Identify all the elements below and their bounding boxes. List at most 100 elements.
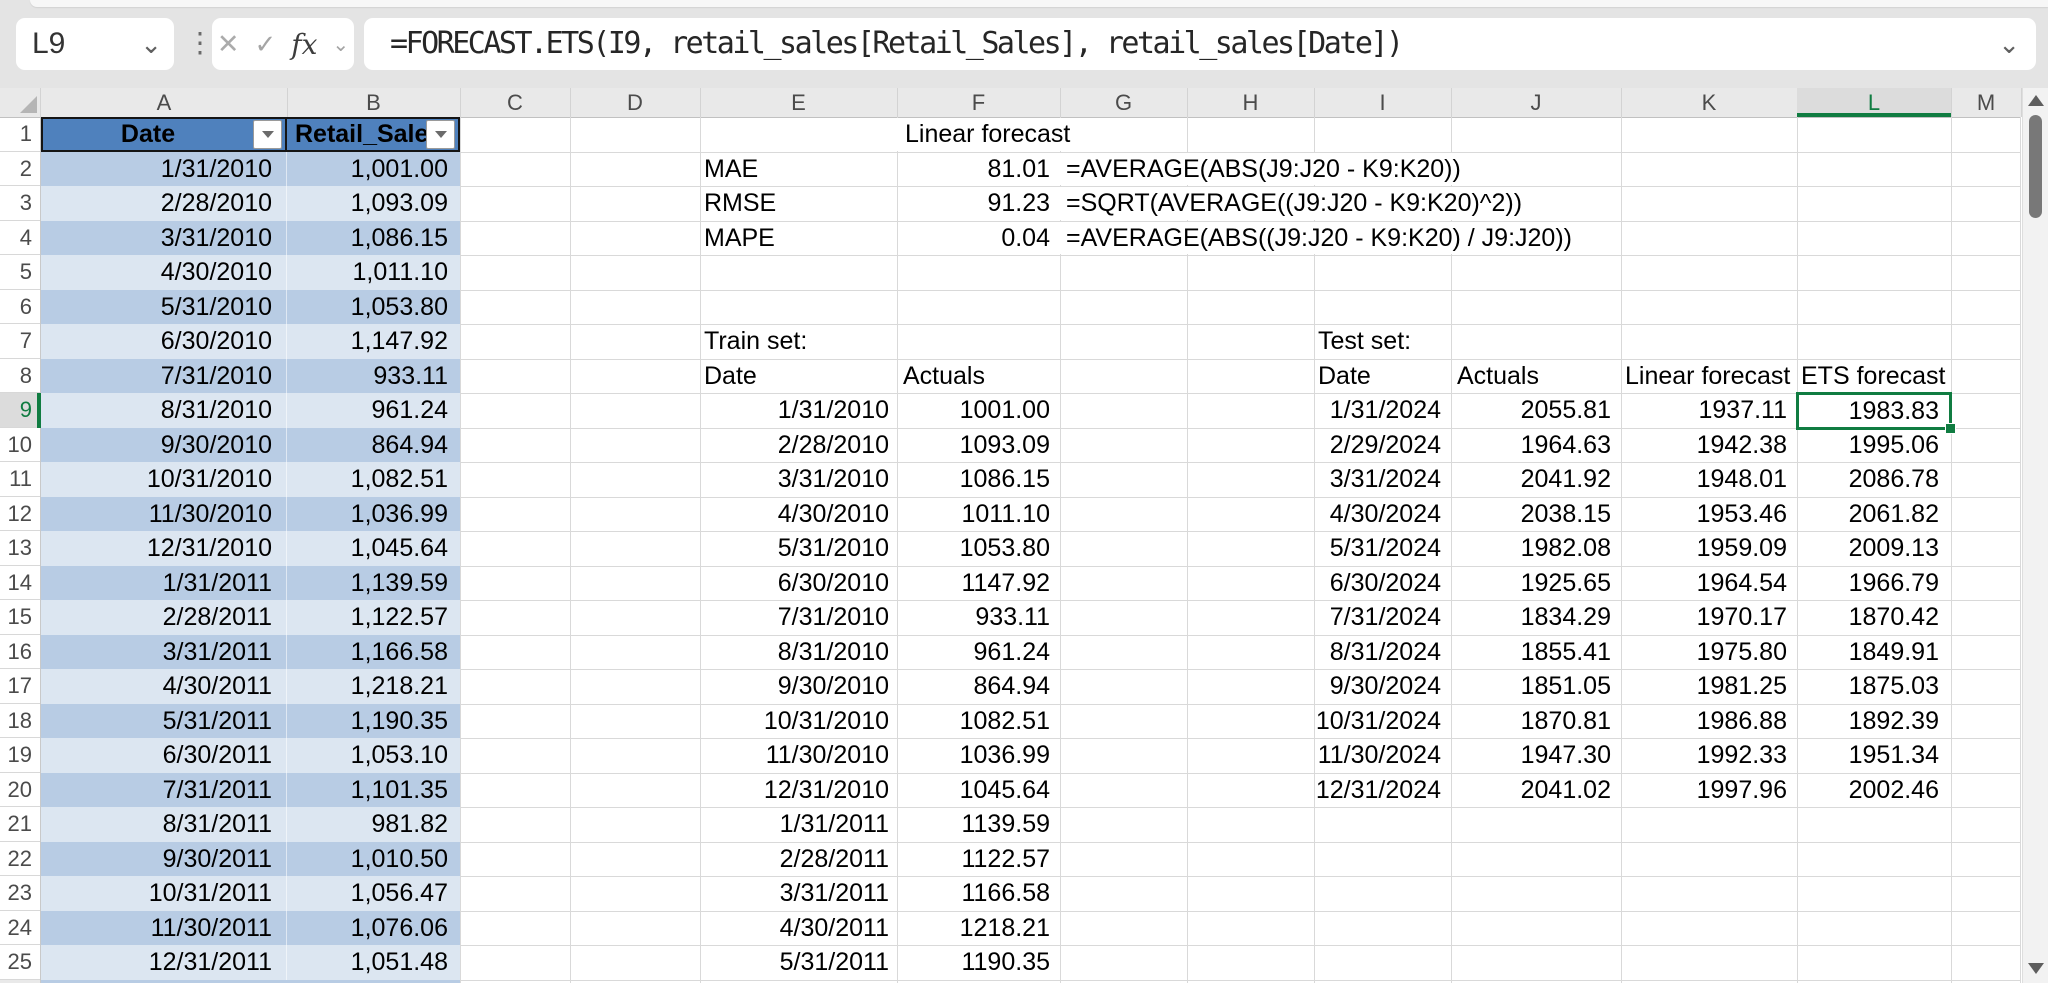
row-header-9[interactable]: 9 (0, 393, 40, 428)
column-header-B[interactable]: B (287, 88, 461, 117)
column-header-D[interactable]: D (570, 88, 701, 117)
name-box-chevron-icon[interactable]: ⌄ (140, 29, 162, 59)
cell-I17[interactable]: 9/30/2024 (1329, 672, 1441, 701)
enter-icon[interactable]: ✓ (254, 28, 277, 59)
cell-K18[interactable]: 1986.88 (1696, 706, 1787, 735)
cell-J18[interactable]: 1870.81 (1520, 706, 1611, 735)
row-header-22[interactable]: 22 (0, 842, 40, 877)
cell-G2-metric-formula[interactable]: =AVERAGE(ABS(J9:J20 - K9:K20)) (1060, 152, 1461, 186)
cell-A5[interactable]: 4/30/2010 (41, 255, 287, 290)
cell-A15[interactable]: 2/28/2011 (41, 600, 287, 635)
sales-table-header-date[interactable]: Date (41, 117, 287, 152)
cell-F13[interactable]: 1053.80 (959, 534, 1050, 563)
cell-L8-ets-forecast-header[interactable]: ETS forecast (1801, 361, 1946, 390)
cell-E22[interactable]: 2/28/2011 (779, 844, 889, 873)
cell-A13[interactable]: 12/31/2010 (41, 531, 287, 566)
cell-F2-metric-value[interactable]: 81.01 (987, 154, 1050, 183)
row-header-6[interactable]: 6 (0, 290, 40, 325)
cell-I18[interactable]: 10/31/2024 (1315, 706, 1441, 735)
cell-A2[interactable]: 1/31/2010 (41, 151, 287, 187)
cell-E25[interactable]: 5/31/2011 (779, 948, 889, 977)
cell-F17[interactable]: 864.94 (973, 672, 1050, 701)
cell-B21[interactable]: 981.82 (287, 807, 460, 842)
cell-F4-metric-value[interactable]: 0.04 (1001, 223, 1050, 252)
cell-F3-metric-value[interactable]: 91.23 (987, 189, 1050, 218)
cell-E18[interactable]: 10/31/2010 (763, 706, 889, 735)
cell-J20[interactable]: 2041.02 (1520, 775, 1611, 804)
cell-F11[interactable]: 1086.15 (959, 465, 1050, 494)
cell-F21[interactable]: 1139.59 (961, 810, 1050, 839)
cell-E4-metric-label[interactable]: MAPE (704, 223, 775, 252)
cell-I11[interactable]: 3/31/2024 (1329, 465, 1441, 494)
cell-K20[interactable]: 1997.96 (1696, 775, 1787, 804)
cell-B12[interactable]: 1,036.99 (287, 496, 460, 532)
cell-E8-train-date-header[interactable]: Date (704, 361, 757, 390)
cell-B10[interactable]: 864.94 (287, 427, 460, 463)
cell-B5[interactable]: 1,011.10 (287, 255, 460, 290)
cell-K19[interactable]: 1992.33 (1696, 741, 1787, 770)
cell-B7[interactable]: 1,147.92 (287, 324, 460, 359)
cell-I16[interactable]: 8/31/2024 (1329, 637, 1441, 666)
select-all-corner[interactable] (0, 88, 41, 117)
cell-K11[interactable]: 1948.01 (1696, 465, 1787, 494)
cell-L20[interactable]: 2002.46 (1848, 775, 1939, 804)
cell-G3-metric-formula[interactable]: =SQRT(AVERAGE((J9:J20 - K9:K20)^2)) (1060, 187, 1523, 220)
cell-F9[interactable]: 1001.00 (959, 396, 1050, 425)
cell-F16[interactable]: 961.24 (973, 637, 1050, 666)
cell-L14[interactable]: 1966.79 (1848, 568, 1939, 597)
vertical-scrollbar[interactable] (2022, 88, 2048, 983)
cell-J15[interactable]: 1834.29 (1520, 603, 1611, 632)
column-header-H[interactable]: H (1187, 88, 1315, 117)
cell-F8-train-actuals-header[interactable]: Actuals (903, 361, 985, 390)
row-header-8[interactable]: 8 (0, 359, 40, 394)
formula-bar-drag-handle-icon[interactable]: ⋮ (186, 27, 214, 58)
cell-A19[interactable]: 6/30/2011 (41, 738, 287, 773)
cell-A6[interactable]: 5/31/2010 (41, 289, 287, 325)
cell-F1-linear-forecast-title[interactable]: Linear forecast (897, 118, 1071, 151)
cell-K14[interactable]: 1964.54 (1696, 568, 1787, 597)
cell-I9[interactable]: 1/31/2024 (1329, 396, 1441, 425)
cell-J9[interactable]: 2055.81 (1520, 396, 1611, 425)
fill-handle[interactable] (1945, 422, 1956, 434)
filter-button[interactable] (426, 119, 455, 149)
cell-J16[interactable]: 1855.41 (1520, 637, 1611, 666)
cell-A7[interactable]: 6/30/2010 (41, 324, 287, 359)
name-box[interactable]: L9 ⌄ (16, 18, 174, 70)
cell-K13[interactable]: 1959.09 (1696, 534, 1787, 563)
row-header-3[interactable]: 3 (0, 186, 40, 221)
cell-F23[interactable]: 1166.58 (961, 879, 1050, 908)
cell-F24[interactable]: 1218.21 (959, 913, 1050, 942)
cell-B23[interactable]: 1,056.47 (287, 876, 460, 911)
cell-A11[interactable]: 10/31/2010 (41, 462, 287, 497)
cell-A4[interactable]: 3/31/2010 (41, 220, 287, 256)
filter-button[interactable] (253, 119, 282, 149)
cell-L15[interactable]: 1870.42 (1848, 603, 1939, 632)
cell-L16[interactable]: 1849.91 (1848, 637, 1939, 666)
row-header-13[interactable]: 13 (0, 531, 40, 566)
row-header-14[interactable]: 14 (0, 566, 40, 601)
row-header-2[interactable]: 2 (0, 152, 40, 187)
cell-B3[interactable]: 1,093.09 (287, 186, 460, 221)
row-header-20[interactable]: 20 (0, 773, 40, 808)
cell-I14[interactable]: 6/30/2024 (1329, 568, 1441, 597)
cell-A25[interactable]: 12/31/2011 (41, 945, 287, 980)
cell-I7-test-set-title[interactable]: Test set: (1318, 327, 1412, 356)
cell-E11[interactable]: 3/31/2010 (777, 465, 889, 494)
cell-E23[interactable]: 3/31/2011 (779, 879, 889, 908)
cell-F18[interactable]: 1082.51 (959, 706, 1050, 735)
row-header-7[interactable]: 7 (0, 324, 40, 359)
cell-L10[interactable]: 1995.06 (1848, 430, 1939, 459)
column-header-G[interactable]: G (1060, 88, 1188, 117)
cell-I13[interactable]: 5/31/2024 (1329, 534, 1441, 563)
cell-A16[interactable]: 3/31/2011 (41, 634, 287, 670)
cell-J8-test-actuals-header[interactable]: Actuals (1457, 361, 1539, 390)
cell-K15[interactable]: 1970.17 (1696, 603, 1787, 632)
cell-A12[interactable]: 11/30/2010 (41, 496, 287, 532)
row-header-15[interactable]: 15 (0, 600, 40, 635)
cell-J11[interactable]: 2041.92 (1520, 465, 1611, 494)
cell-J14[interactable]: 1925.65 (1520, 568, 1611, 597)
column-header-I[interactable]: I (1314, 88, 1452, 117)
cell-E21[interactable]: 1/31/2011 (779, 810, 889, 839)
cell-L17[interactable]: 1875.03 (1848, 672, 1939, 701)
cell-F25[interactable]: 1190.35 (961, 948, 1050, 977)
